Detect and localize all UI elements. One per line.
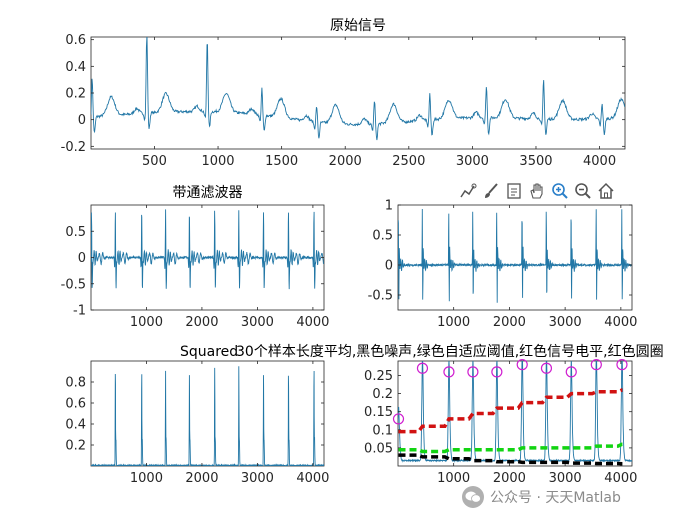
- raw-series-line: [91, 37, 625, 141]
- peak-marker: [416, 362, 429, 374]
- squared-xtick-label: 3000: [241, 471, 274, 486]
- derivative-xtick-label: 2000: [493, 315, 526, 330]
- integrated-series-line: [398, 361, 632, 463]
- peak-marker: [565, 366, 577, 378]
- bandpass-series-line: [91, 209, 324, 290]
- bandpass-axes: 1000 2000 3000 4000 -1 -0.5 0 0.5 带通滤波器: [61, 185, 330, 330]
- raw-xtick-label: 2000: [329, 154, 362, 169]
- pan-button[interactable]: [527, 181, 547, 201]
- raw-frame: [90, 36, 626, 150]
- peak-marker: [516, 359, 528, 371]
- squared-title: Squared: [180, 344, 238, 360]
- raw-signal-axes: 500 1000 1500 2000 2500 3000 3500 4000 -0.2 0 0.2 0…: [61, 18, 626, 169]
- peak-marker: [392, 413, 405, 425]
- peak-marker: [540, 362, 553, 374]
- raw-xtick-label: 3000: [456, 154, 489, 169]
- zoom-out-icon: [575, 183, 591, 199]
- derivative-ytick-label: 0: [385, 259, 393, 274]
- derivative-ytick-label: 0.5: [372, 229, 393, 244]
- raw-xtick-label: 1500: [265, 154, 298, 169]
- peak-marker: [443, 366, 455, 378]
- raw-ytick-label: 0.2: [65, 87, 86, 102]
- zoom-in-icon: [552, 183, 568, 199]
- zoom-out-button[interactable]: [573, 181, 593, 201]
- integrated-xtick-label: 4000: [604, 471, 637, 486]
- bandpass-ytick-label: 0: [78, 251, 86, 266]
- signal-level-line: [398, 388, 623, 434]
- bandpass-ytick-label: -0.5: [61, 277, 86, 292]
- raw-xtick-label: 2500: [392, 154, 425, 169]
- derivative-series-line: [398, 208, 632, 303]
- derivative-frame: [397, 204, 633, 311]
- peak-marker: [467, 366, 479, 378]
- raw-ytick-label: 0: [78, 113, 86, 128]
- noise-level-line: [398, 453, 623, 466]
- raw-ytick-label: 0.6: [65, 33, 86, 48]
- derivative-axes: 1000 2000 3000 4000 -0.5 0 0.5 1: [368, 199, 638, 331]
- peak-marker: [590, 359, 602, 371]
- integrated-ytick-label: 0.05: [364, 441, 393, 456]
- zoom-in-button[interactable]: [550, 181, 570, 201]
- squared-ytick-label: 0.6: [65, 397, 86, 412]
- derivative-xtick-label: 4000: [604, 315, 637, 330]
- integrated-ytick-label: 0.15: [364, 405, 393, 420]
- brush-button[interactable]: [481, 181, 501, 201]
- peak-marker: [491, 366, 503, 378]
- derivative-xtick-label: 3000: [549, 315, 582, 330]
- raw-xtick-label: 500: [142, 154, 167, 169]
- data-cursor-button[interactable]: [504, 181, 524, 201]
- bandpass-xtick-label: 2000: [185, 315, 218, 330]
- watermark: 公众号 · 天天Matlab: [462, 486, 621, 508]
- derivative-ytick-label: -0.5: [368, 289, 393, 304]
- home-button[interactable]: [596, 181, 616, 201]
- bandpass-xtick-label: 3000: [241, 315, 274, 330]
- squared-xtick-label: 4000: [296, 471, 329, 486]
- bandpass-xtick-label: 1000: [130, 315, 163, 330]
- bandpass-ytick-label: -1: [73, 304, 86, 319]
- raw-ytick-label: -0.2: [61, 140, 86, 155]
- derivative-ytick-label: 1: [385, 199, 393, 214]
- bandpass-xtick-label: 4000: [296, 315, 329, 330]
- bandpass-ytick-label: 0.5: [65, 225, 86, 240]
- watermark-text: 公众号 · 天天Matlab: [490, 490, 621, 506]
- squared-ytick-label: 0.4: [65, 418, 86, 433]
- integrated-xtick-label: 1000: [437, 471, 470, 486]
- integrated-frame: [397, 360, 633, 467]
- integrated-ytick-label: 0.2: [372, 387, 393, 402]
- home-icon: [598, 182, 614, 199]
- squared-xtick-label: 2000: [185, 471, 218, 486]
- brush-icon: [485, 183, 498, 198]
- squared-ytick-label: 0.8: [65, 376, 86, 391]
- data-tips-button[interactable]: [458, 181, 478, 201]
- squared-axes: 1000 2000 3000 4000 0.2 0.4 0.6 0.8 Squared: [65, 344, 329, 486]
- raw-xtick-label: 3500: [519, 154, 552, 169]
- derivative-xtick-label: 1000: [437, 315, 470, 330]
- integrated-xtick-label: 2000: [493, 471, 526, 486]
- data-tips-icon: [460, 183, 477, 198]
- raw-xtick-label: 4000: [583, 154, 616, 169]
- raw-xtick-label: 1000: [201, 154, 234, 169]
- axes-toolbar: [458, 180, 616, 202]
- integrated-xtick-label: 3000: [549, 471, 582, 486]
- squared-frame: [90, 360, 325, 467]
- threshold-line: [398, 442, 623, 454]
- data-cursor-icon: [507, 183, 521, 199]
- raw-title: 原始信号: [330, 18, 386, 34]
- squared-xtick-label: 1000: [130, 471, 163, 486]
- integrated-title: 30个样本长度平均,黑色噪声,绿色自适应阈值,红色信号电平,红色圆圈: [236, 343, 664, 360]
- wechat-icon: [462, 486, 484, 508]
- squared-series-line: [91, 366, 324, 466]
- integrated-ytick-label: 0.1: [372, 423, 393, 438]
- squared-ytick-label: 0.2: [65, 439, 86, 454]
- peak-marker: [616, 359, 628, 371]
- pan-icon: [530, 183, 543, 199]
- bandpass-title: 带通滤波器: [173, 185, 243, 201]
- integrated-axes: 1000 2000 3000 4000 0.05 0.1 0.15 0.2 0.25 30个样本长…: [236, 343, 664, 486]
- raw-ytick-label: 0.4: [65, 60, 86, 75]
- integrated-ytick-label: 0.25: [364, 369, 393, 384]
